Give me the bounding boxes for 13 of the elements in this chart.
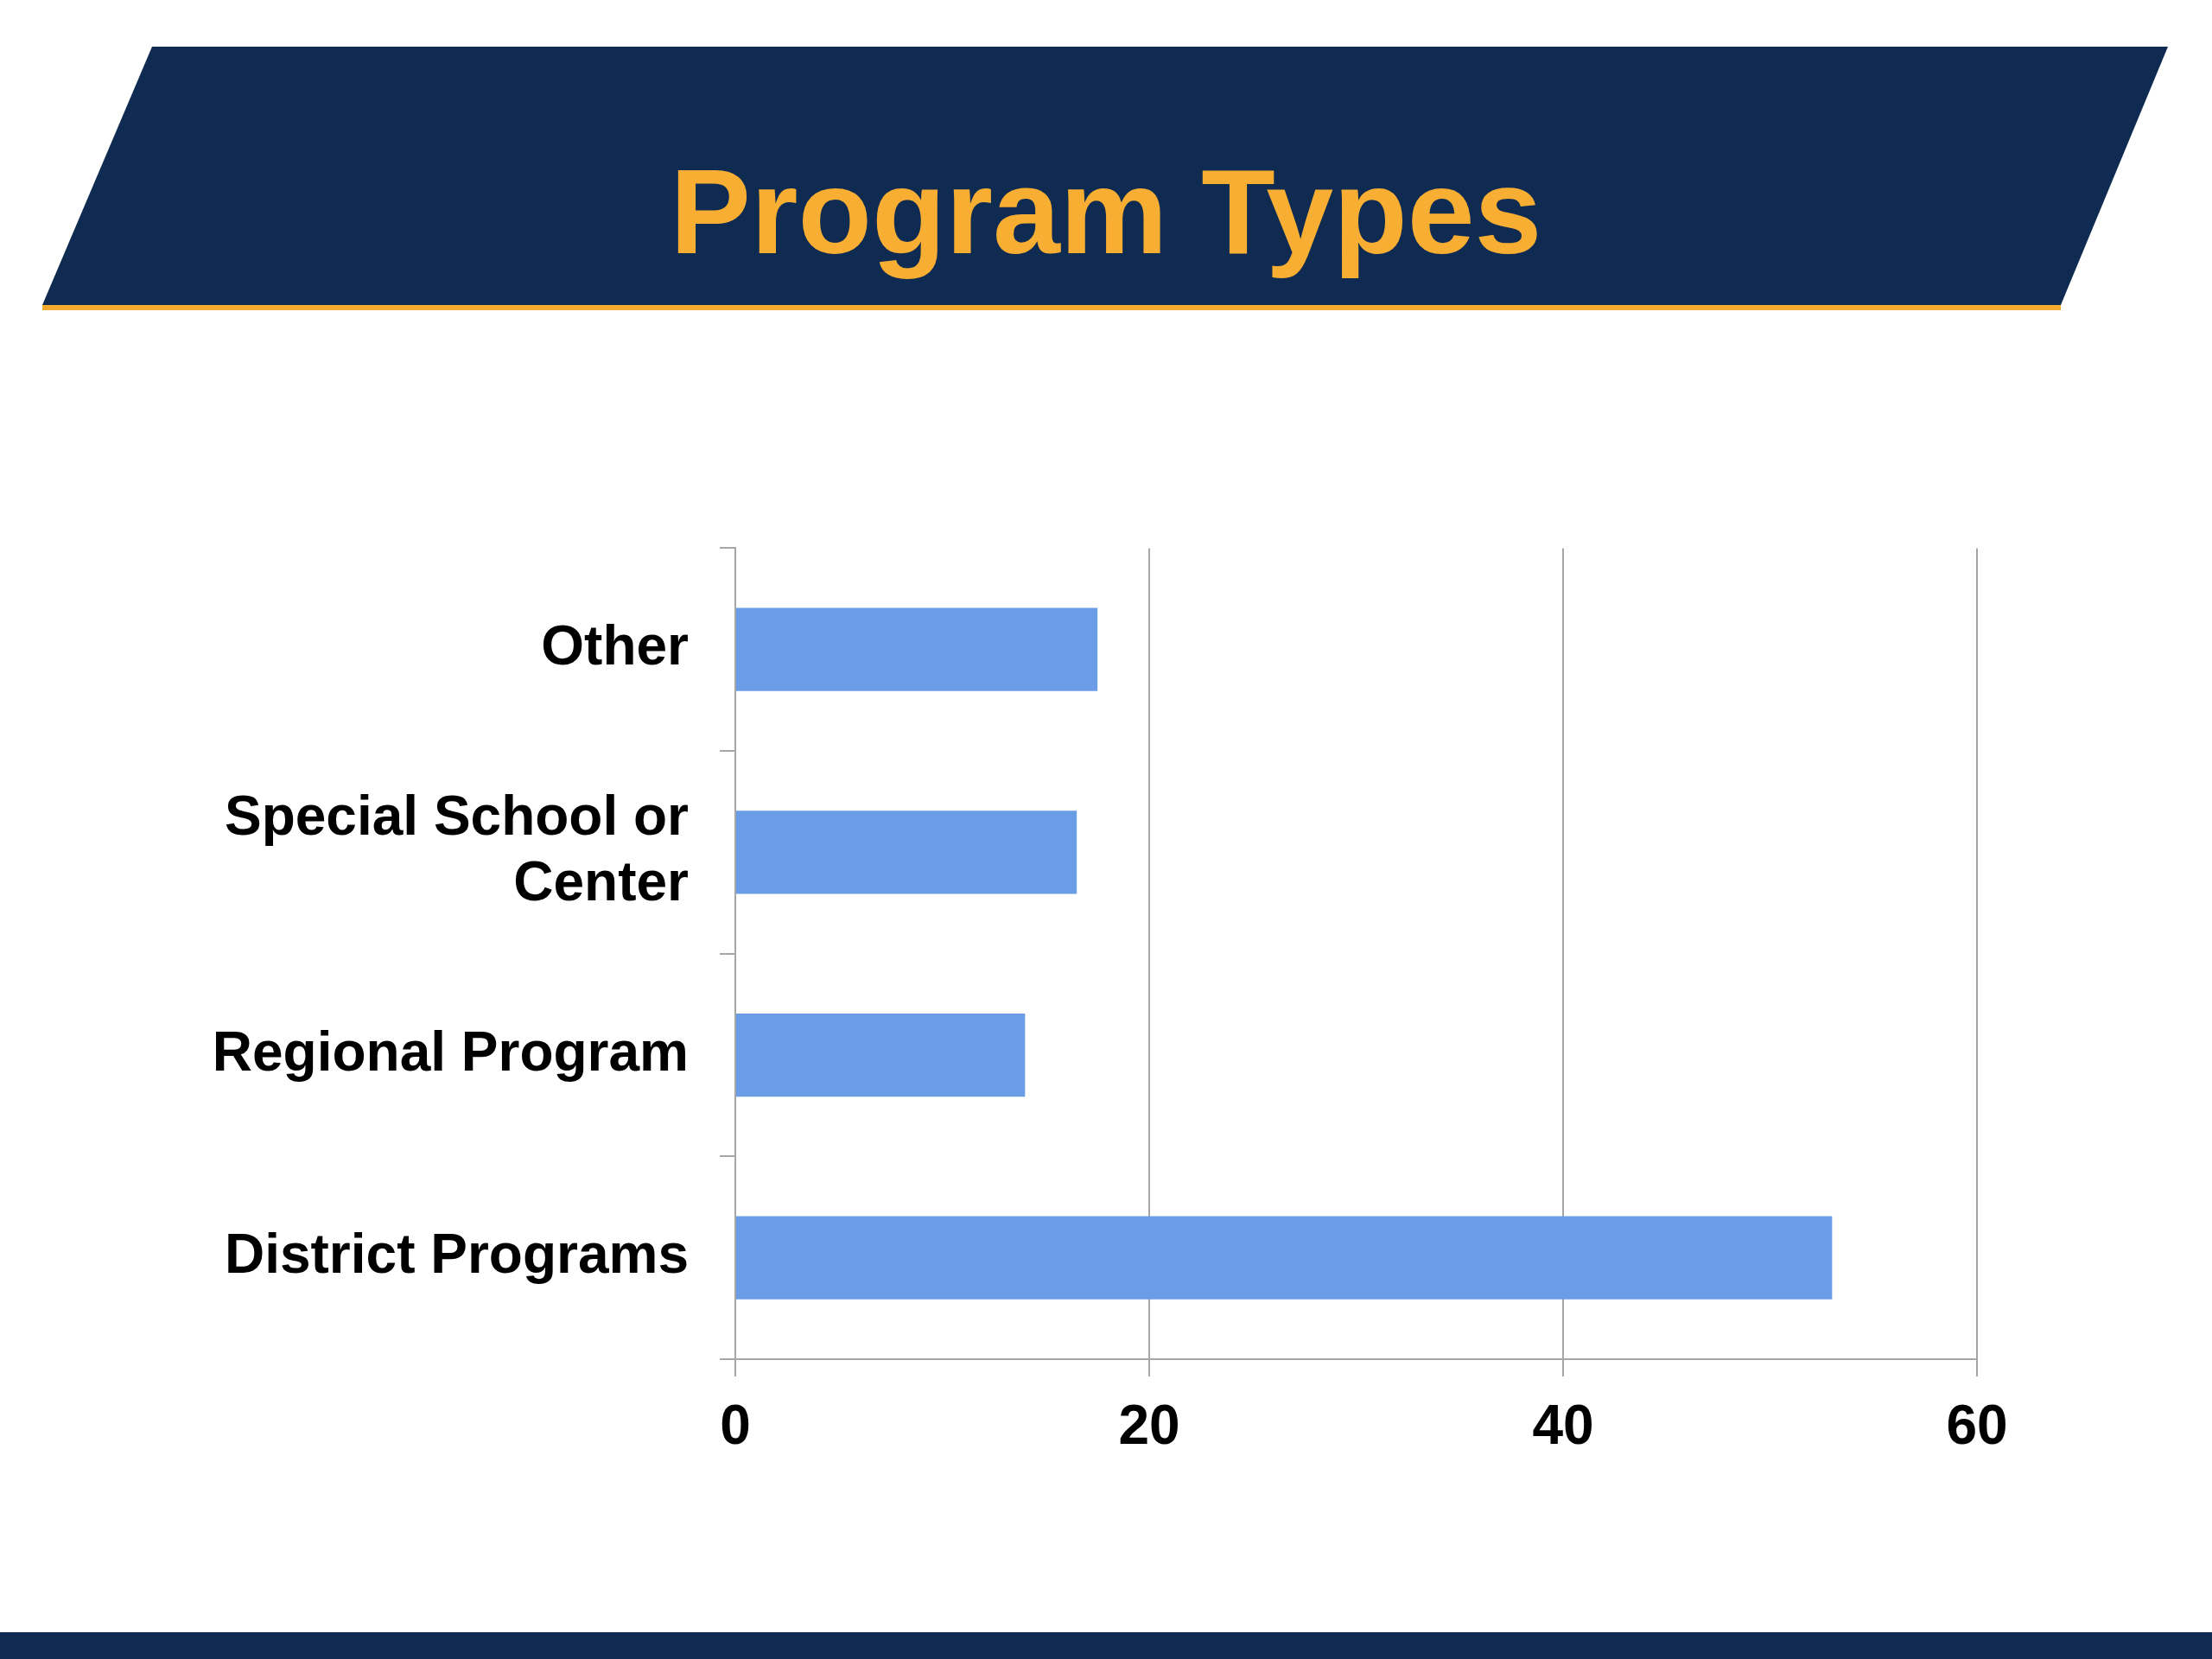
x-tick-label: 0 (720, 1394, 751, 1457)
bar (736, 810, 1077, 894)
x-tick-label: 60 (1946, 1394, 2008, 1457)
y-tick-label: Special School or Center (224, 784, 689, 913)
bar (736, 1216, 1833, 1300)
x-tick-label: 40 (1532, 1394, 1594, 1457)
bar (736, 1013, 1026, 1097)
y-tick-label: Regional Program (212, 1020, 689, 1083)
chart-title: Program Types (669, 143, 1543, 279)
y-tick-label: Other (541, 614, 689, 677)
x-tick-label: 20 (1118, 1394, 1180, 1457)
bar (736, 607, 1098, 691)
y-tick-label: District Programs (224, 1223, 689, 1286)
